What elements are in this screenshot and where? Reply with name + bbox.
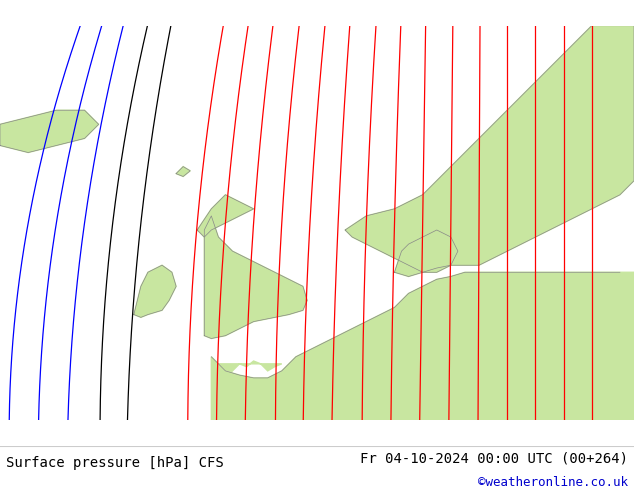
Text: Fr 04-10-2024 00:00 UTC (00+264): Fr 04-10-2024 00:00 UTC (00+264) — [359, 451, 628, 465]
Polygon shape — [211, 272, 634, 420]
Polygon shape — [204, 216, 307, 339]
Polygon shape — [345, 25, 634, 272]
Polygon shape — [176, 167, 190, 176]
Polygon shape — [197, 195, 254, 237]
Polygon shape — [394, 230, 458, 276]
Text: Surface pressure [hPa] CFS: Surface pressure [hPa] CFS — [6, 456, 224, 470]
Polygon shape — [0, 110, 99, 152]
Polygon shape — [211, 361, 281, 378]
Text: ©weatheronline.co.uk: ©weatheronline.co.uk — [477, 476, 628, 489]
Polygon shape — [236, 206, 247, 213]
Polygon shape — [134, 265, 176, 318]
